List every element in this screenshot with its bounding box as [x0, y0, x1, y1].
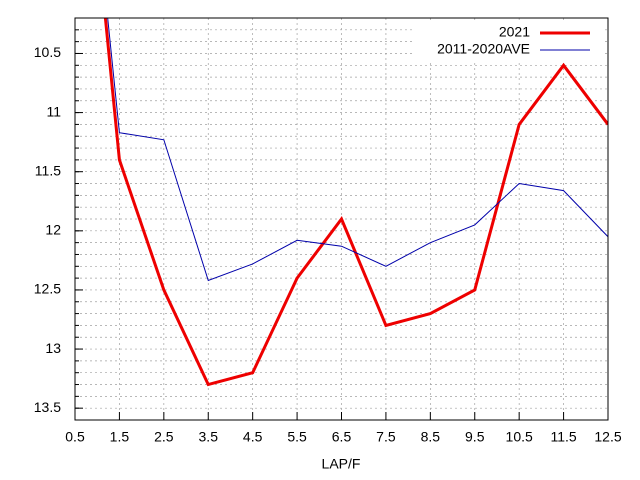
plot-area — [103, 18, 608, 387]
series-line — [107, 18, 608, 282]
x-tick-label: 3.5 — [199, 429, 219, 445]
y-tick-label: 12 — [45, 222, 61, 238]
legend-label: 2021 — [499, 24, 530, 40]
x-tick-label: 5.5 — [287, 429, 307, 445]
y-tick-label: 13.5 — [34, 399, 61, 415]
x-tick-label: 1.5 — [110, 429, 130, 445]
y-tick-label: 13 — [45, 340, 61, 356]
x-tick-label: 7.5 — [376, 429, 396, 445]
x-tick-label: 12.5 — [594, 429, 621, 445]
x-tick-label: 9.5 — [465, 429, 485, 445]
x-tick-label: 6.5 — [332, 429, 352, 445]
x-axis-label: LAP/F — [322, 456, 361, 472]
y-tick-label: 10.5 — [34, 44, 61, 60]
x-tick-label: 11.5 — [550, 429, 576, 445]
x-tick-label: 4.5 — [243, 429, 263, 445]
plot-border — [74, 17, 609, 421]
y-tick-label: 12.5 — [34, 281, 61, 297]
y-tick-label: 11.5 — [35, 162, 61, 178]
x-tick-label: 8.5 — [421, 429, 441, 445]
x-tick-label: 0.5 — [65, 429, 85, 445]
series-line — [103, 18, 608, 387]
x-tick-label: 10.5 — [506, 429, 533, 445]
legend-label: 2011-2020AVE — [437, 41, 530, 57]
y-tick-label: 11 — [46, 103, 61, 119]
legend-box — [415, 22, 605, 62]
x-tick-label: 2.5 — [154, 429, 174, 445]
